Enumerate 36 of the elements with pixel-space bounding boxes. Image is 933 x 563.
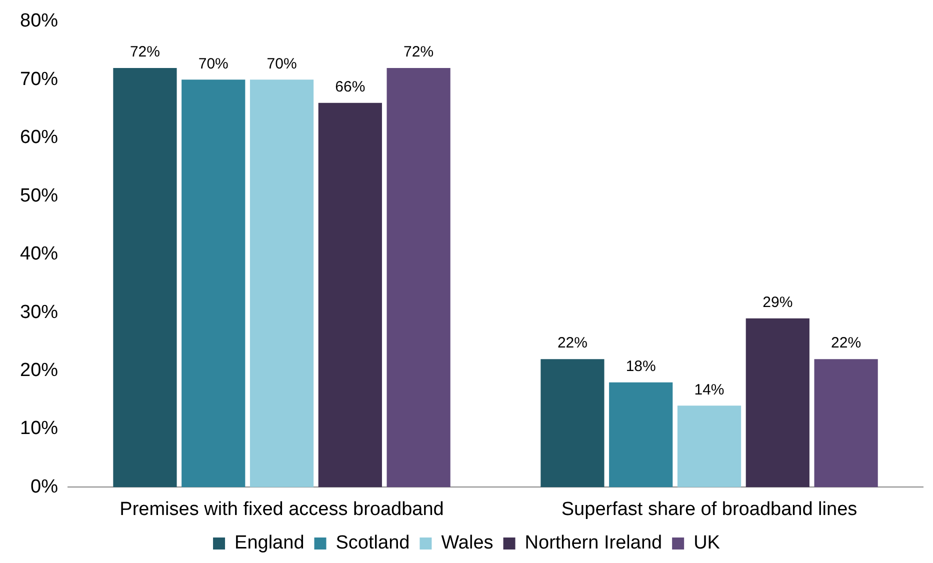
y-tick-label: 50% xyxy=(20,185,58,206)
data-label: 66% xyxy=(335,78,366,96)
y-tick-label: 60% xyxy=(20,127,58,148)
bar xyxy=(386,68,450,488)
y-tick-label: 80% xyxy=(20,10,58,32)
bar xyxy=(677,406,742,488)
legend-label: Scotland xyxy=(336,532,410,554)
bar xyxy=(250,80,314,488)
data-label: 72% xyxy=(404,44,434,61)
y-tick-label: 30% xyxy=(20,302,58,323)
bar xyxy=(746,318,810,488)
bar xyxy=(113,68,177,488)
bar xyxy=(609,382,673,488)
data-label: 18% xyxy=(626,358,656,376)
bar xyxy=(814,359,878,488)
y-tick-label: 10% xyxy=(20,418,58,440)
data-label: 72% xyxy=(130,44,160,61)
x-tick-label: Premises with fixed access broadband xyxy=(120,498,444,520)
legend-label: Northern Ireland xyxy=(524,532,662,554)
bar xyxy=(182,80,246,488)
data-label: 22% xyxy=(557,334,588,352)
bar xyxy=(540,359,604,488)
y-tick-label: 0% xyxy=(30,476,58,498)
y-tick-label: 40% xyxy=(20,244,58,265)
data-label: 22% xyxy=(831,334,862,352)
data-label: 70% xyxy=(198,55,228,72)
legend-label: Wales xyxy=(441,532,494,554)
data-label: 70% xyxy=(266,55,297,72)
data-label: 29% xyxy=(762,294,793,311)
data-label: 14% xyxy=(694,381,724,398)
y-tick-label: 70% xyxy=(20,68,58,90)
bar xyxy=(318,102,382,488)
y-tick-label: 20% xyxy=(20,360,58,381)
legend-label: UK xyxy=(694,532,720,554)
x-tick-label: Superfast share of broadband lines xyxy=(561,498,858,520)
legend-label: England xyxy=(234,532,304,554)
